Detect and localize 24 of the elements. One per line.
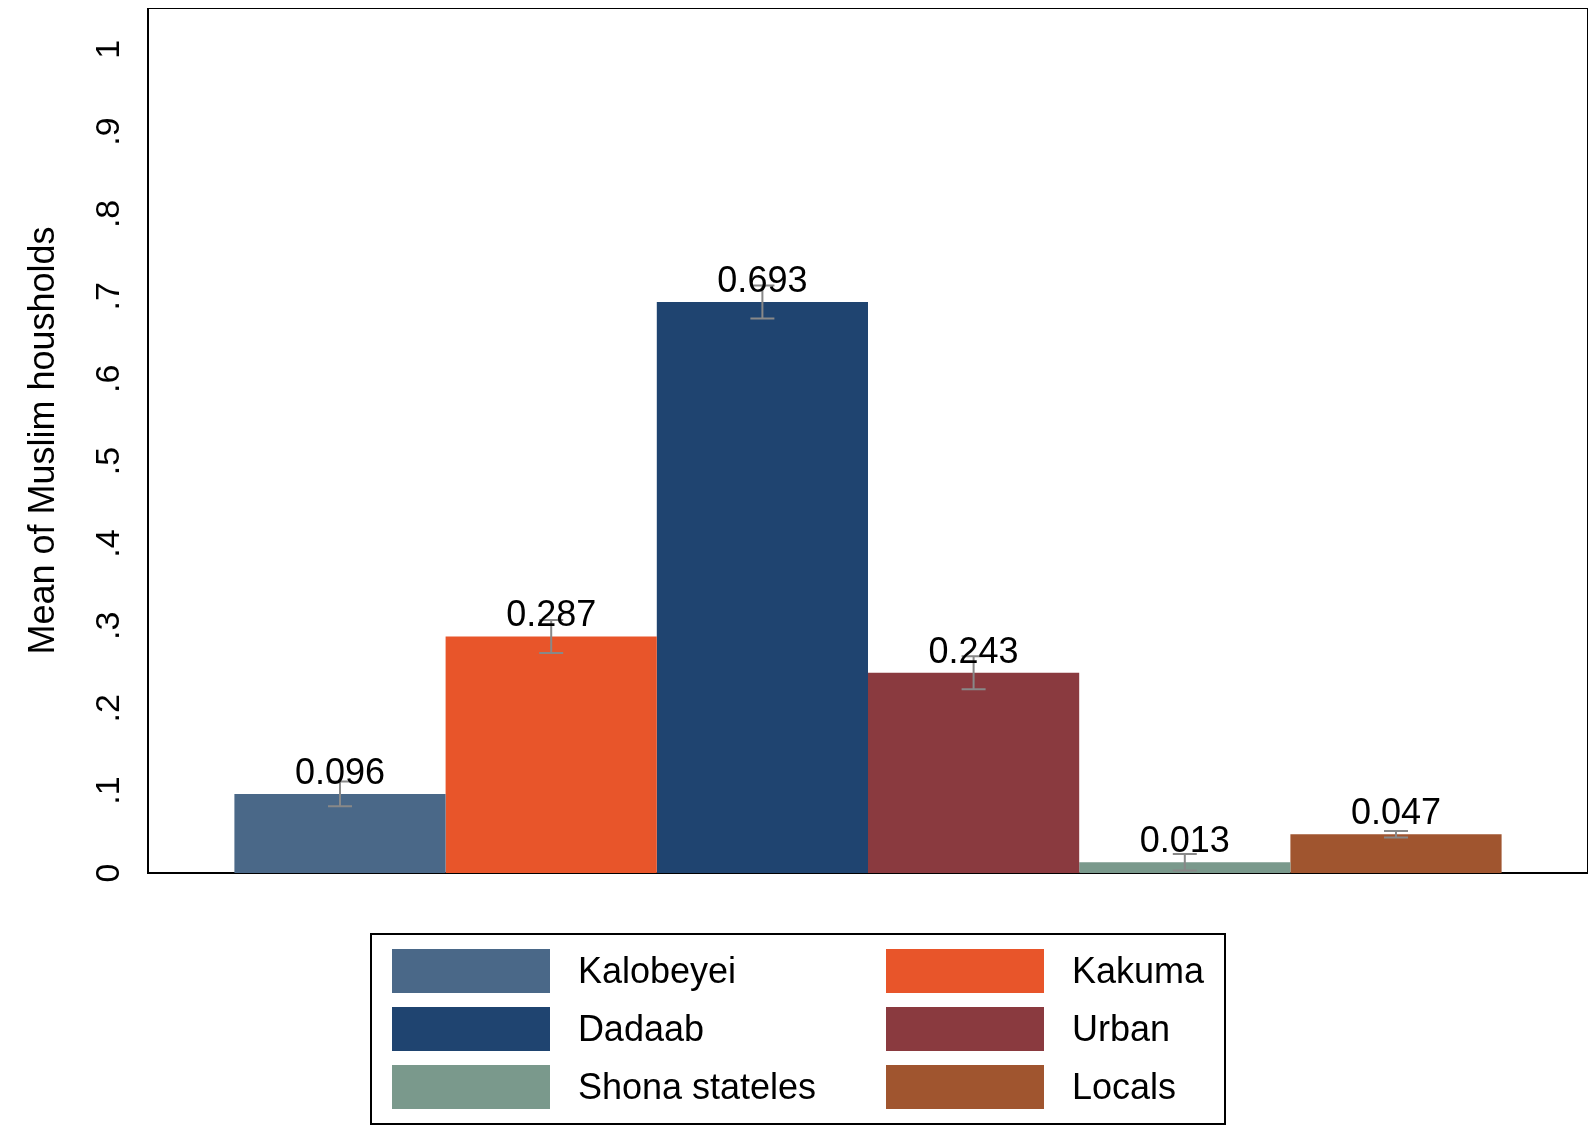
legend-label: Locals bbox=[1072, 1066, 1177, 1108]
legend-label: Kalobeyei bbox=[577, 950, 736, 992]
data-label: 0.243 bbox=[928, 629, 1019, 671]
y-axis-title: Mean of Muslim housholds bbox=[20, 226, 62, 655]
data-label: 0.096 bbox=[294, 750, 386, 792]
y-tick-label: .8 bbox=[88, 199, 127, 229]
y-tick-label: .7 bbox=[88, 282, 127, 311]
y-tick-label: 0 bbox=[88, 863, 127, 883]
data-label: 0.287 bbox=[506, 593, 597, 635]
data-label: 0.013 bbox=[1139, 819, 1230, 861]
y-tick-label: .9 bbox=[88, 117, 127, 146]
legend-label: Urban bbox=[1072, 1008, 1171, 1050]
data-label: 0.693 bbox=[717, 259, 808, 301]
data-label: 0.047 bbox=[1350, 791, 1442, 833]
y-tick-label: .5 bbox=[88, 446, 127, 476]
y-tick-label: .3 bbox=[88, 611, 127, 641]
y-tick-label: 1 bbox=[88, 39, 127, 59]
y-tick-label: .6 bbox=[88, 364, 127, 393]
y-tick-label: .2 bbox=[88, 694, 127, 723]
legend-label: Shona stateles bbox=[577, 1066, 817, 1108]
y-tick-label: .1 bbox=[88, 776, 127, 805]
y-tick-label: .4 bbox=[88, 529, 127, 558]
legend-label: Dadaab bbox=[577, 1008, 704, 1050]
legend-label: Kakuma bbox=[1072, 950, 1205, 992]
